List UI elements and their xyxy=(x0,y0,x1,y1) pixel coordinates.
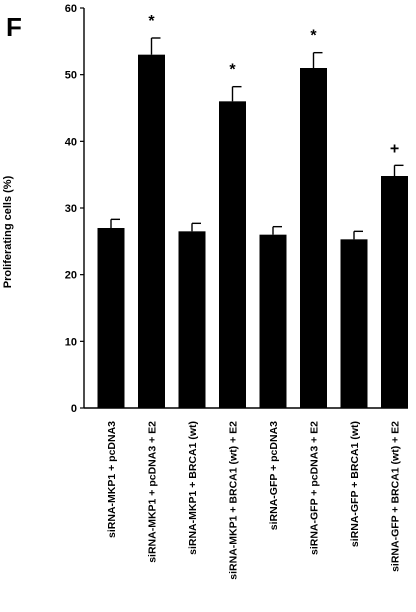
significance-marker: * xyxy=(229,62,236,79)
significance-marker: * xyxy=(310,28,317,45)
significance-marker: * xyxy=(148,13,155,30)
bar xyxy=(219,101,246,408)
y-axis-label: Proliferating cells (%) xyxy=(2,175,14,288)
y-tick-label: 50 xyxy=(65,70,77,82)
bar xyxy=(340,239,368,408)
x-category-label: siRNA-MKP1 + pcDNA3 xyxy=(106,421,118,538)
x-category-label: siRNA-MKP1 + pcDNA3 + E2 xyxy=(147,421,159,563)
significance-marker: + xyxy=(390,140,399,157)
x-category-label: siRNA-GFP + BRCA1 (wt) xyxy=(349,421,361,547)
y-tick-label: 30 xyxy=(65,203,77,215)
x-category-label: siRNA-MKP1 + BRCA1 (wt) + E2 xyxy=(228,421,240,580)
y-tick-label: 10 xyxy=(65,336,77,348)
plot-area: 0 10 20 30 40 50 60 siRNA-MKP1 + pcDNA3 * siRNA-M… xyxy=(65,3,408,580)
bar xyxy=(300,68,327,408)
bar xyxy=(138,54,165,409)
x-category-label: siRNA-GFP + pcDNA3 + E2 xyxy=(309,421,321,555)
panel-label: F xyxy=(6,12,22,42)
x-category-label: siRNA-GFP + pcDNA3 xyxy=(268,421,280,530)
bar xyxy=(381,176,408,408)
bar xyxy=(97,228,125,408)
bar xyxy=(259,234,287,408)
bar xyxy=(178,231,206,408)
x-category-label: siRNA-GFP + BRCA1 (wt) + E2 xyxy=(390,421,402,572)
x-category-label: siRNA-MKP1 + BRCA1 (wt) xyxy=(187,421,199,555)
y-tick-label: 0 xyxy=(71,403,77,415)
y-tick-label: 60 xyxy=(65,3,77,15)
y-tick-label: 40 xyxy=(65,136,77,148)
y-tick-label: 20 xyxy=(65,270,77,282)
